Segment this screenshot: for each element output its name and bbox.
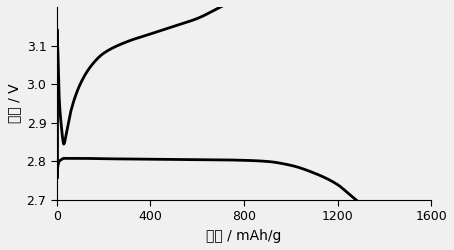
X-axis label: 容量 / mAh/g: 容量 / mAh/g (206, 229, 281, 243)
Y-axis label: 电压 / V: 电压 / V (7, 84, 21, 123)
